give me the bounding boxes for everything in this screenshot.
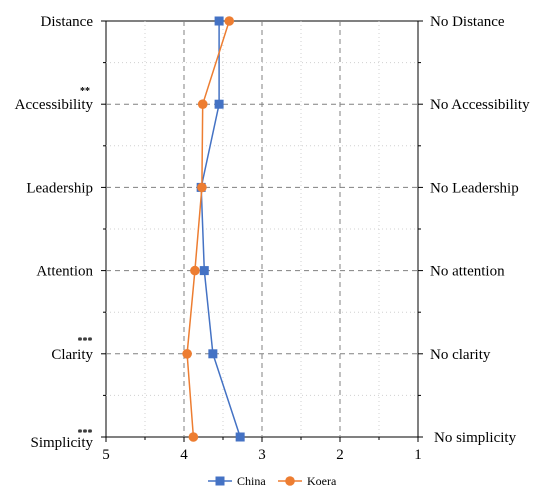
data-point-china (214, 16, 224, 26)
category-labels: Distance No Distance Accessibility No Acces… (15, 14, 530, 451)
x-tick-label: 1 (414, 447, 422, 463)
right-category-label: No simplicity (434, 430, 517, 446)
right-category-label: No Distance (430, 14, 505, 30)
series-markers (182, 16, 245, 442)
category-label: Clarity (51, 347, 93, 363)
right-category-label: No Accessibility (430, 97, 530, 113)
right-category-label: No Leadership (430, 180, 519, 196)
x-tick-label: 2 (336, 447, 344, 463)
data-point-koera (224, 16, 235, 26)
grid (106, 21, 418, 437)
legend[interactable]: China Koera (208, 474, 337, 488)
data-point-koera (197, 182, 207, 193)
series-line-china (200, 21, 241, 438)
data-point-china (214, 99, 224, 109)
category-label: Accessibility (15, 97, 94, 113)
data-point-koera (182, 349, 192, 359)
data-point-china (199, 266, 209, 276)
data-point-koera (190, 265, 200, 276)
category-label: Simplicity (30, 435, 93, 451)
x-tick-label: 4 (180, 447, 188, 463)
x-axis: 5 4 3 2 1 (101, 20, 423, 463)
category-label: Distance (41, 14, 94, 30)
legend-label-china: China (237, 474, 266, 488)
right-category-label: No attention (430, 264, 505, 280)
legend-marker-china (215, 476, 225, 486)
data-point-china (208, 349, 218, 359)
data-point-koera (188, 432, 199, 442)
data-point-koera (197, 99, 208, 109)
right-category-label: No clarity (430, 347, 491, 363)
significance-marker: *** (78, 336, 93, 347)
legend-label-koera: Koera (307, 474, 337, 488)
x-tick-label: 5 (102, 447, 110, 463)
legend-marker-koera (285, 476, 295, 486)
x-tick-label: 3 (258, 447, 266, 463)
data-point-china (235, 432, 245, 442)
category-label: Attention (36, 264, 93, 280)
series-lines (186, 20, 241, 438)
series-line-koera (186, 20, 230, 438)
significance-marker: ** (80, 86, 90, 97)
category-label: Leadership (26, 180, 93, 196)
significance-marker: *** (78, 428, 93, 439)
